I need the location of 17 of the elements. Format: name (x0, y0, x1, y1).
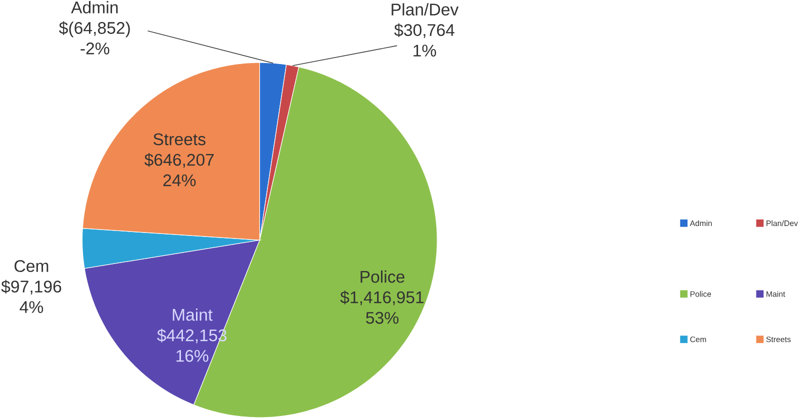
slice-label: Admin (71, 1, 118, 14)
slice-label: Cem (14, 260, 48, 272)
data-label: $646,207 (144, 153, 214, 168)
text: 53% (366, 312, 398, 324)
data-label: $1,416,951 (340, 290, 424, 306)
data-label: $97,196 (1, 280, 62, 295)
text: 16% (176, 350, 208, 362)
slice-label: Streets (153, 133, 206, 146)
data-label: $(64,852) (59, 21, 130, 38)
text: -2% (80, 42, 110, 54)
slice-label: Maint (172, 308, 213, 321)
slice-label: Police (360, 270, 404, 283)
data-label: $30,764 (394, 23, 454, 38)
text: 1% (414, 44, 436, 57)
slice-label: Plan/Dev (392, 3, 459, 16)
text: 4% (20, 301, 44, 314)
text: 24% (163, 174, 196, 186)
